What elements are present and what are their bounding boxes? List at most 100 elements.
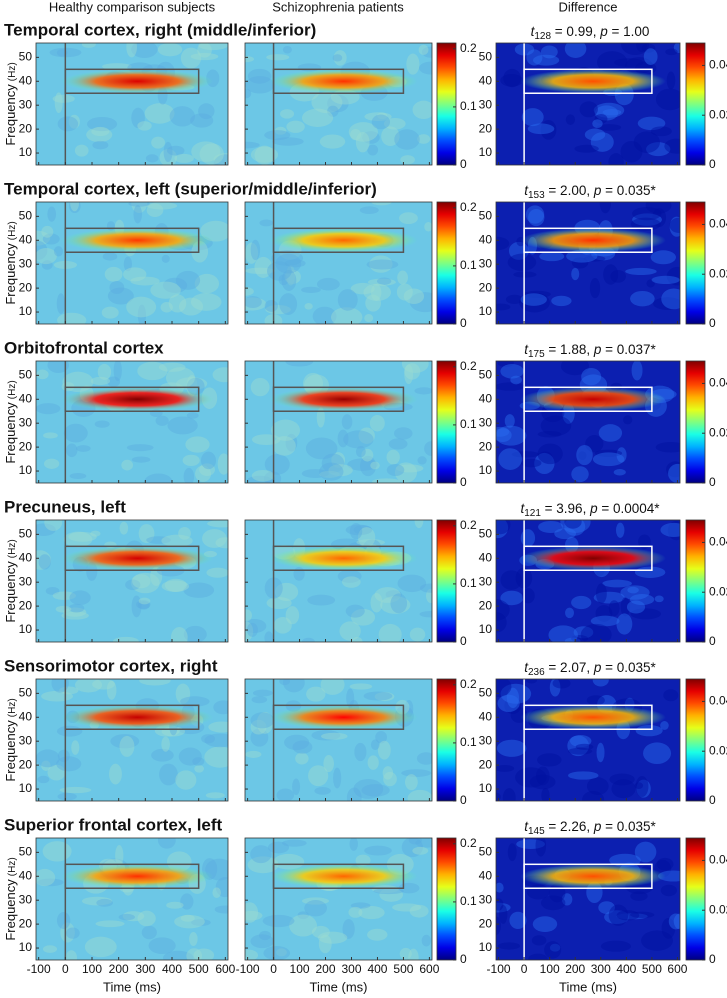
colorbar-tick-label: 0.04: [709, 694, 727, 708]
heatmap-texture: [302, 897, 329, 905]
heatmap-texture: [57, 312, 87, 324]
heatmap-texture: [593, 102, 625, 118]
heatmap-blob: [61, 546, 214, 571]
heatmap-texture: [245, 88, 252, 99]
y-tick-label: 30: [479, 574, 493, 588]
heatmap-texture: [250, 377, 270, 397]
heatmap-texture: [131, 595, 142, 618]
heatmap-blob: [520, 546, 666, 571]
heatmap-background: [36, 202, 228, 324]
heatmap-texture: [394, 129, 420, 150]
colorbar-tick-label: 0: [460, 316, 467, 330]
heatmap-texture: [53, 246, 64, 257]
heatmap-texture: [554, 528, 577, 540]
x-tick-label: 300: [341, 962, 361, 976]
heatmap-texture: [580, 623, 612, 642]
heatmap-texture: [621, 43, 649, 56]
heatmap-texture: [383, 771, 397, 787]
panel-frame: [35, 678, 229, 802]
x-tick-label: 600: [667, 962, 687, 976]
heatmap-texture: [178, 526, 191, 540]
heatmap-texture: [190, 52, 219, 61]
heatmap-texture: [162, 950, 194, 960]
heatmap-texture: [608, 600, 620, 617]
stat-p-value: = 0.035*: [601, 819, 656, 834]
heatmap-texture: [250, 712, 275, 729]
heatmap-texture: [183, 467, 195, 483]
heatmap-texture: [206, 567, 228, 578]
heatmap-blob: [520, 705, 666, 730]
colorbar-tick-label: 0.2: [460, 359, 477, 373]
heatmap-texture: [109, 763, 122, 785]
y-tick-label: 10: [479, 781, 493, 795]
heatmap-texture: [374, 587, 401, 603]
heatmap-texture: [564, 637, 581, 642]
heatmap-texture: [635, 725, 663, 737]
heatmap-texture: [401, 361, 429, 373]
x-tick-label: 300: [591, 962, 611, 976]
heatmap-texture: [367, 144, 379, 156]
stat-p-value: = 1.00: [608, 24, 650, 39]
stat-df: 121: [524, 508, 541, 519]
heatmap-blob: [269, 705, 418, 730]
heatmap-texture: [496, 679, 512, 698]
heatmap-background: [496, 520, 680, 642]
heatmap-texture: [576, 444, 593, 466]
heatmap-texture: [620, 597, 631, 617]
stat-p-value: = 0.035*: [601, 183, 656, 198]
heatmap-texture: [68, 114, 80, 129]
heatmap-texture: [180, 914, 195, 922]
heatmap-texture: [584, 128, 606, 141]
heatmap-texture: [643, 742, 672, 765]
heatmap-texture: [295, 752, 309, 765]
heatmap-texture: [551, 295, 572, 307]
heatmap-texture: [405, 774, 418, 791]
heatmap-blob: [269, 228, 418, 253]
heatmap-texture: [534, 452, 555, 475]
heatmap-texture: [306, 686, 326, 702]
y-tick-label: 40: [479, 232, 493, 246]
heatmap-texture: [251, 469, 275, 482]
y-axis-label: Frequency (Hz): [3, 698, 18, 781]
heatmap-texture: [608, 904, 629, 926]
colorbar-tick-label: 0: [709, 952, 716, 966]
heatmap: [245, 838, 432, 960]
heatmap-texture: [44, 458, 60, 469]
row-title: Precuneus, left: [4, 497, 126, 516]
heatmap-texture: [596, 583, 607, 604]
colorbar-tick-label: 0: [460, 475, 467, 489]
heatmap-texture: [52, 591, 76, 600]
heatmap-texture: [419, 583, 432, 593]
heatmap-texture: [266, 597, 292, 610]
colorbar-tick-label: 0: [460, 952, 467, 966]
heatmap-texture: [47, 764, 66, 781]
heatmap-texture: [286, 265, 296, 286]
heatmap-texture: [90, 530, 101, 537]
colorbar-tick-label: 0.1: [460, 258, 477, 272]
stat-t: t: [524, 183, 529, 198]
heatmap-texture: [279, 679, 291, 686]
heatmap-texture: [131, 43, 158, 58]
heatmap-texture: [369, 255, 393, 273]
heatmap-texture: [148, 937, 176, 955]
heatmap-texture: [68, 202, 81, 214]
heatmap-texture: [301, 469, 329, 478]
heatmap-texture: [630, 891, 648, 901]
heatmap-texture: [503, 68, 522, 88]
heatmap-texture: [594, 449, 623, 457]
heatmap-texture: [365, 294, 381, 312]
heatmap-background: [496, 838, 680, 960]
heatmap-background: [245, 679, 432, 801]
heatmap-texture: [327, 94, 349, 113]
stat-p: p: [593, 183, 602, 198]
heatmap-texture: [65, 950, 77, 960]
heatmap-texture: [592, 452, 625, 467]
heatmap-texture: [668, 463, 680, 483]
x-tick-label: 100: [290, 962, 310, 976]
heatmap-texture: [319, 134, 346, 149]
colorbar-tick-label: 0.02: [709, 584, 727, 598]
heatmap-texture: [37, 775, 50, 784]
heatmap-texture: [395, 464, 424, 473]
heatmap-texture: [86, 127, 113, 143]
heatmap-texture: [616, 447, 627, 463]
